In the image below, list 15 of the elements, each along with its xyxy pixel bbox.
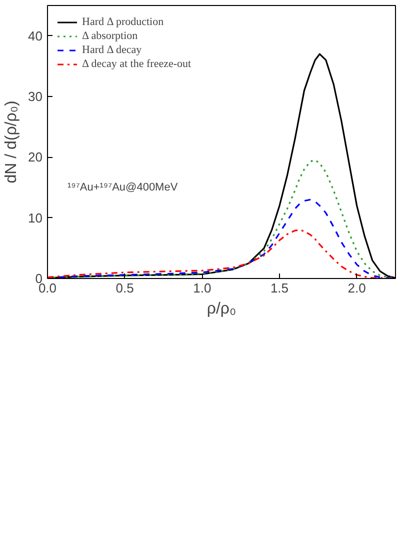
x-tick-label: 0.5 [116,280,134,296]
legend-label: Δ decay at the freeze-out [82,57,192,71]
y-tick-label: 20 [28,150,43,165]
legend-label: Hard Δ decay [82,43,142,57]
x-tick-label: 1.0 [193,280,212,296]
y-tick-label: 10 [28,210,43,226]
y-tick-label: 40 [28,28,43,44]
x-axis-title: ρ/ρ₀ [206,300,236,318]
annotation: ¹⁹⁷Au+¹⁹⁷Au@400MeV [68,182,178,194]
x-tick-label: 1.5 [270,280,289,296]
y-tick-label: 30 [28,89,43,104]
legend-label: Hard Δ production [82,15,164,29]
y-axis-title: dN / d(ρ/ρ₀) [3,100,20,184]
x-tick-label: 2.0 [348,280,366,296]
legend-label: Δ absorption [82,29,138,43]
